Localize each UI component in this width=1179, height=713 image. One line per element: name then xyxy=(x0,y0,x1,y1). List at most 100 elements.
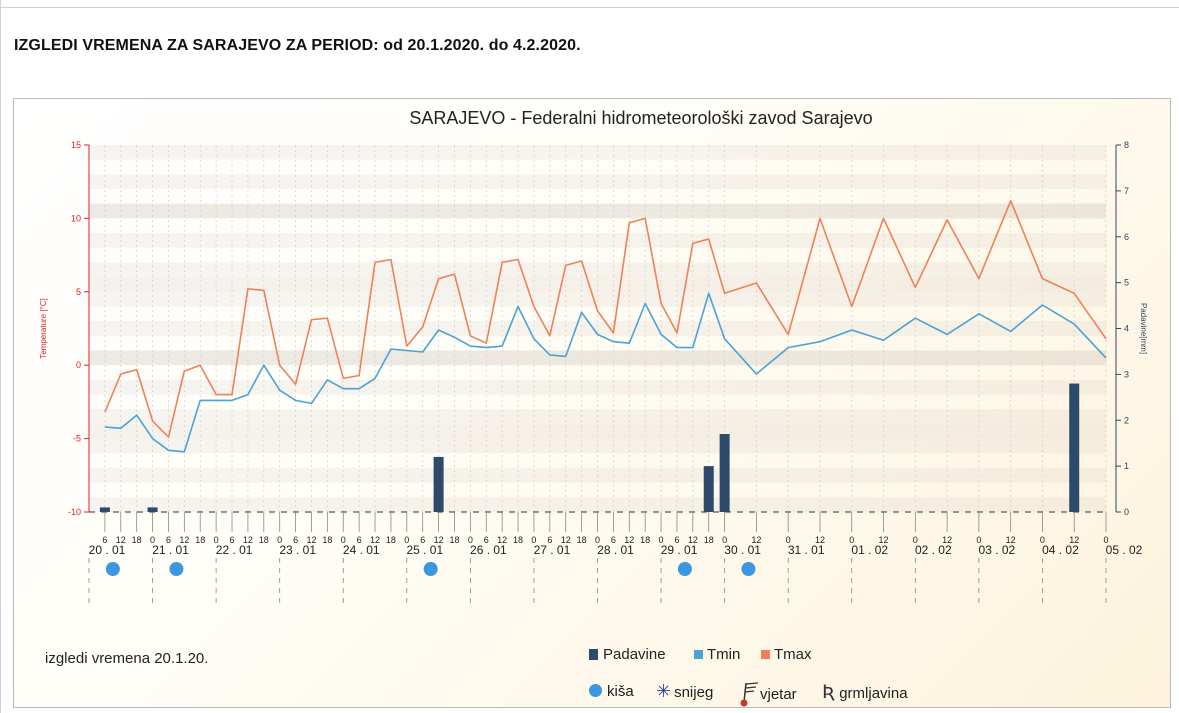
hour-tick-label: 12 xyxy=(688,535,698,545)
hour-tick-label: 6 xyxy=(166,535,171,545)
hour-tick-label: 0 xyxy=(722,535,727,545)
rain-icon xyxy=(741,562,756,576)
legend-tmax-label: Tmax xyxy=(774,646,812,663)
y2-tick-label: 5 xyxy=(1124,278,1129,288)
day-label: 27 . 01 xyxy=(534,543,571,557)
legend-grmljavina-label: grmljavina xyxy=(839,685,908,702)
precipitation-bar xyxy=(1069,383,1080,512)
precipitation-bar xyxy=(433,456,444,512)
day-label: 02 . 02 xyxy=(915,543,952,557)
hour-tick-label: 6 xyxy=(420,535,425,545)
hour-tick-label: 6 xyxy=(547,535,552,545)
hour-tick-label: 18 xyxy=(704,535,714,545)
legend-padavine: Padavine xyxy=(589,646,666,663)
day-label: 01 . 02 xyxy=(851,543,888,557)
hour-tick-label: 0 xyxy=(150,535,155,545)
hour-tick-label: 6 xyxy=(611,535,616,545)
hour-tick-label: 6 xyxy=(674,535,679,545)
legend-tmin: Tmin xyxy=(694,646,740,663)
y2-tick-label: 6 xyxy=(1124,232,1129,242)
day-label: 29 . 01 xyxy=(661,543,698,557)
day-label: 25 . 01 xyxy=(406,543,443,557)
hour-tick-label: 0 xyxy=(913,535,918,545)
hour-tick-label: 0 xyxy=(849,535,854,545)
rain-icon xyxy=(169,562,184,576)
forecast-note: izgledi vremena 20.1.20. xyxy=(45,650,209,667)
precipitation-bar xyxy=(99,507,110,512)
day-label: 26 . 01 xyxy=(470,543,507,557)
page-title: IZGLEDI VREMENA ZA SARAJEVO ZA PERIOD: o… xyxy=(14,37,581,54)
hour-tick-label: 18 xyxy=(259,535,269,545)
hour-tick-label: 12 xyxy=(624,535,634,545)
hour-tick-label: 6 xyxy=(357,535,362,545)
day-label: 28 . 01 xyxy=(597,543,634,557)
rain-drop-icon xyxy=(589,684,602,697)
hour-tick-label: 0 xyxy=(786,535,791,545)
grid-band xyxy=(89,321,1106,336)
y2-tick-label: 8 xyxy=(1124,140,1129,150)
lightning-icon: Ʀ xyxy=(822,681,836,703)
y2-tick-label: 3 xyxy=(1124,369,1129,379)
hour-tick-label: 0 xyxy=(341,535,346,545)
day-label: 05 . 02 xyxy=(1106,543,1143,557)
chart-title: SARAJEVO - Federalni hidrometeorološki z… xyxy=(409,108,872,128)
hour-tick-label: 0 xyxy=(595,535,600,545)
y2-tick-label: 0 xyxy=(1124,507,1129,517)
legend-padavine-label: Padavine xyxy=(603,646,666,663)
y-tick-label: 15 xyxy=(71,140,81,150)
hour-tick-label: 6 xyxy=(230,535,235,545)
day-label: 20 . 01 xyxy=(89,543,126,557)
day-label: 30 . 01 xyxy=(724,543,761,557)
hour-tick-label: 18 xyxy=(195,535,205,545)
hour-tick-label: 18 xyxy=(132,535,142,545)
hour-tick-label: 6 xyxy=(484,535,489,545)
precipitation-bar xyxy=(703,466,714,512)
day-label: 31 . 01 xyxy=(788,543,825,557)
y2-tick-label: 2 xyxy=(1124,415,1129,425)
precipitation-bar xyxy=(719,434,730,512)
precipitation-bar xyxy=(147,507,158,512)
y-tick-label: -5 xyxy=(73,434,81,444)
y-tick-label: 5 xyxy=(76,287,81,297)
grid-band xyxy=(89,145,1106,160)
hour-tick-label: 12 xyxy=(561,535,571,545)
y2-tick-label: 4 xyxy=(1124,324,1129,334)
padavine-swatch xyxy=(589,649,598,660)
y-tick-label: -10 xyxy=(68,507,81,517)
hour-tick-label: 12 xyxy=(1069,535,1079,545)
day-label: 24 . 01 xyxy=(343,543,380,557)
hour-tick-label: 12 xyxy=(815,535,825,545)
hour-tick-label: 18 xyxy=(386,535,396,545)
tmax-swatch xyxy=(761,650,770,659)
hour-tick-label: 18 xyxy=(640,535,650,545)
hour-tick-label: 0 xyxy=(404,535,409,545)
hour-tick-label: 12 xyxy=(1006,535,1016,545)
legend-tmax: Tmax xyxy=(761,646,812,663)
window-top-frame xyxy=(0,0,1179,8)
chart-panel xyxy=(13,98,1171,708)
hour-tick-label: 0 xyxy=(277,535,282,545)
rain-icon xyxy=(105,562,120,576)
hour-tick-label: 12 xyxy=(116,535,126,545)
y-tick-label: 10 xyxy=(71,213,81,223)
hour-tick-label: 12 xyxy=(434,535,444,545)
hour-tick-label: 18 xyxy=(513,535,523,545)
hour-tick-label: 12 xyxy=(306,535,316,545)
legend-vjetar: vjetar xyxy=(740,681,797,707)
grid-band xyxy=(89,497,1106,512)
rain-icon xyxy=(677,562,692,576)
tmin-swatch xyxy=(694,650,703,659)
hour-tick-label: 18 xyxy=(449,535,459,545)
legend-kisa: kiša xyxy=(589,683,634,700)
hour-tick-label: 0 xyxy=(976,535,981,545)
window-left-frame xyxy=(0,0,1,713)
hour-tick-label: 0 xyxy=(1040,535,1045,545)
y2-axis-label: Padavine[mm] xyxy=(1139,303,1148,354)
hour-tick-label: 0 xyxy=(468,535,473,545)
day-label: 21 . 01 xyxy=(152,543,189,557)
hour-tick-label: 18 xyxy=(577,535,587,545)
y2-tick-label: 7 xyxy=(1124,186,1129,196)
hour-tick-label: 12 xyxy=(243,535,253,545)
